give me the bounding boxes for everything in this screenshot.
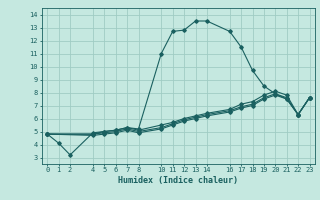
X-axis label: Humidex (Indice chaleur): Humidex (Indice chaleur) (118, 176, 238, 185)
